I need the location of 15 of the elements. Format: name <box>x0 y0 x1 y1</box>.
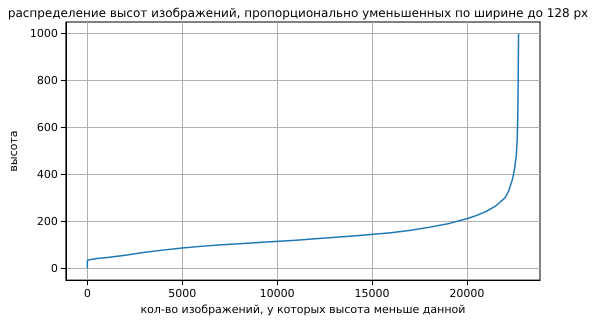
x-tick-label: 10000 <box>260 287 295 300</box>
y-tick-label: 1000 <box>30 27 58 40</box>
x-tick-label: 20000 <box>449 287 484 300</box>
y-tick-label: 0 <box>50 262 58 275</box>
x-tick-label: 5000 <box>168 287 196 300</box>
chart-title: распределение высот изображений, пропорционально уменьшенных по ширине до 128 px <box>8 6 588 20</box>
line-series <box>86 32 520 270</box>
y-tick-label: 600 <box>36 121 58 134</box>
x-tick-label: 0 <box>84 287 91 300</box>
y-axis-title: высота <box>7 130 20 172</box>
y-tick-label: 200 <box>36 214 58 228</box>
x-axis-title: кол-во изображений, у которых высота меньше данной <box>140 303 466 316</box>
x-tick-label: 15000 <box>354 287 390 300</box>
y-tick-label: 400 <box>36 168 58 182</box>
y-tick-label: 800 <box>36 74 58 88</box>
